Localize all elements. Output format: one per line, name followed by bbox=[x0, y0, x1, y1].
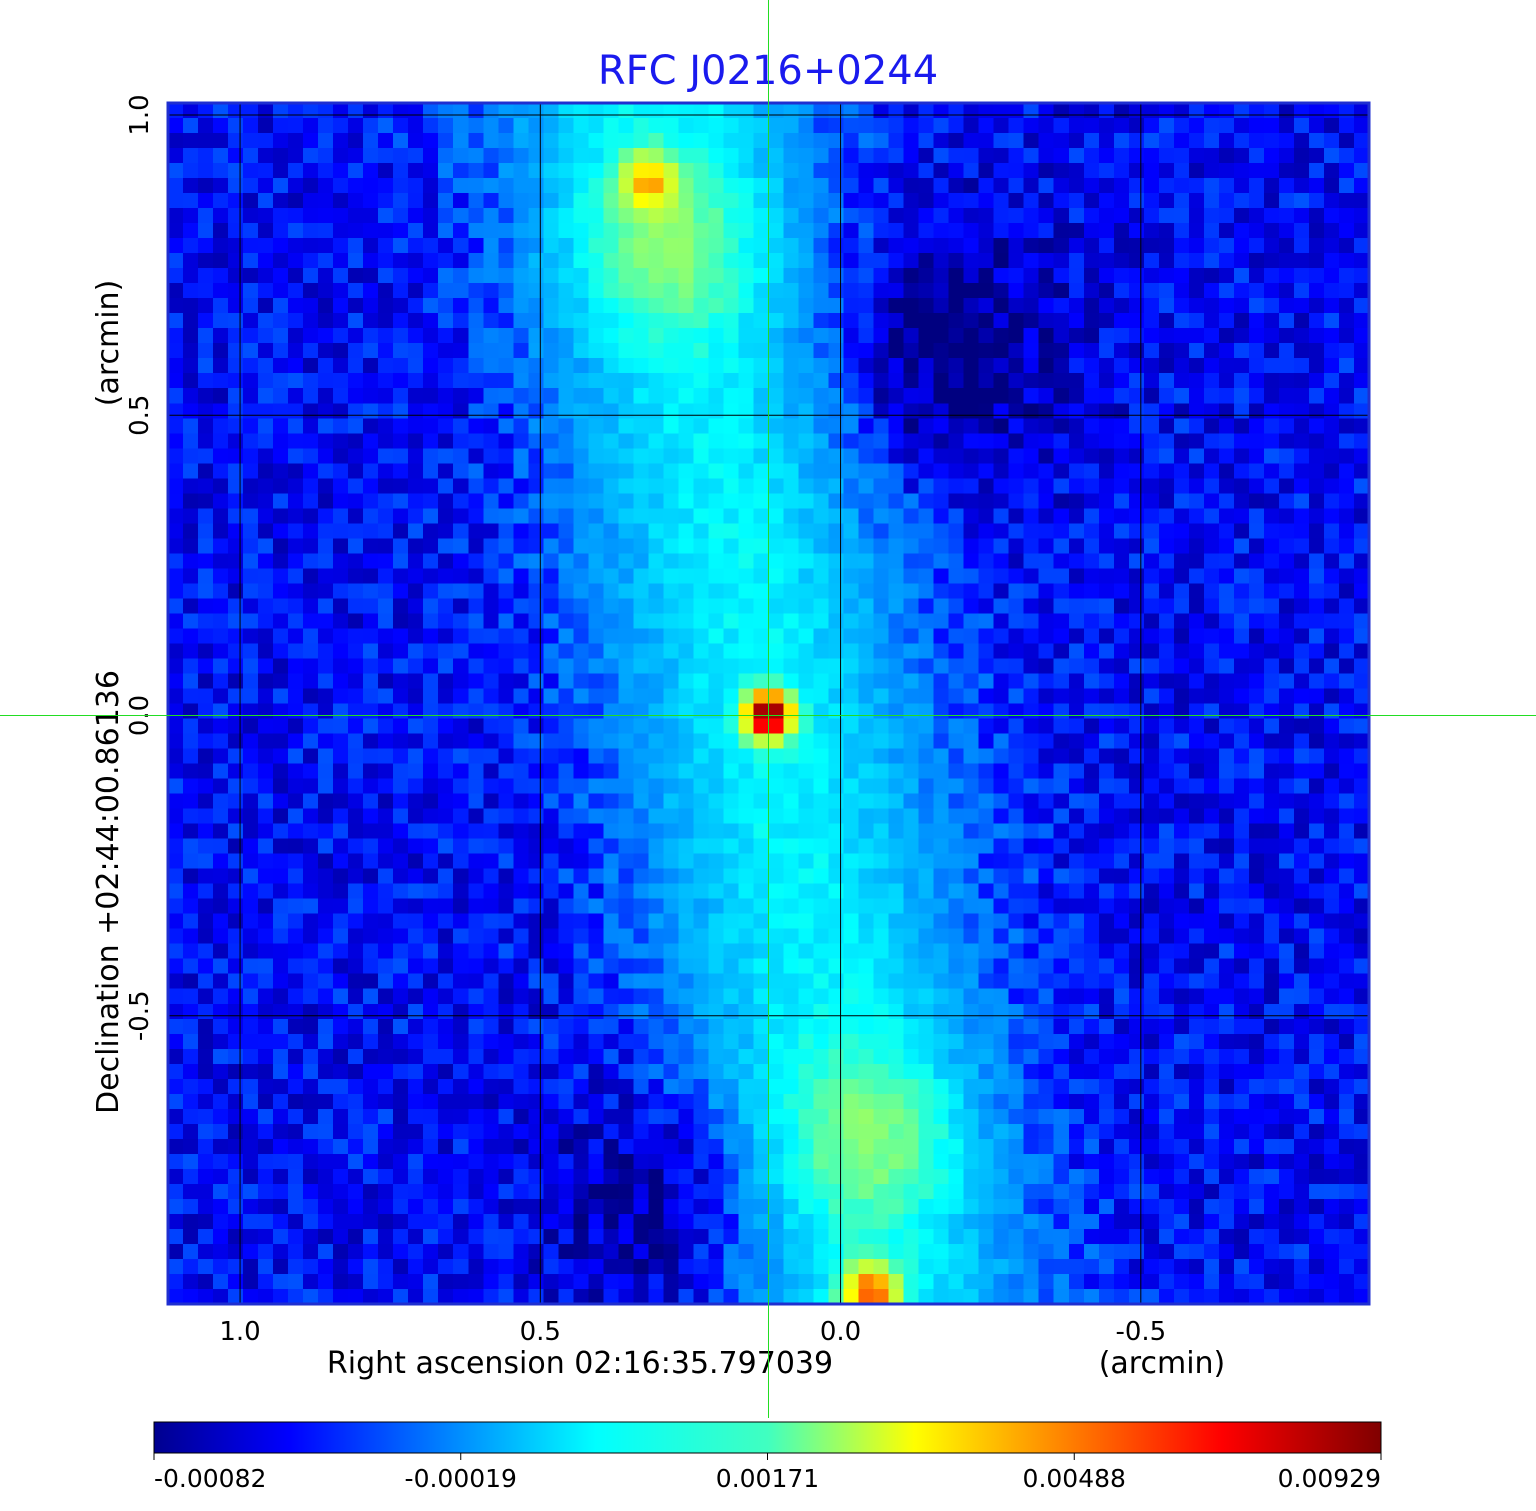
crosshair bbox=[0, 0, 1536, 1418]
y-tick-labels: 1.00.50.0-0.5 bbox=[125, 94, 155, 1041]
colorbar-ticks: -0.00082 -0.00019 0.00171 0.00488 0.00929 bbox=[153, 1453, 1382, 1493]
y-tick-label: -0.5 bbox=[125, 990, 155, 1041]
y-tick-label: 1.0 bbox=[125, 94, 155, 135]
colorbar-tick-label: -0.00019 bbox=[405, 1464, 517, 1493]
y-axis-unit: (arcmin) bbox=[91, 280, 126, 407]
colorbar-tick-label: 0.00929 bbox=[1278, 1464, 1381, 1493]
x-axis-unit: (arcmin) bbox=[1099, 1346, 1226, 1381]
x-tick-label: 0.5 bbox=[520, 1317, 561, 1347]
x-tick-labels: 1.0 0.5 0.0 -0.5 bbox=[219, 1317, 1166, 1347]
colorbar-tick-label: -0.00082 bbox=[154, 1464, 266, 1493]
x-tick-label: 0.0 bbox=[820, 1317, 861, 1347]
y-axis-label: Declination +02:44:00.86136 bbox=[91, 670, 126, 1114]
colorbar-tick-label: 0.00488 bbox=[1023, 1464, 1126, 1493]
x-tick-label: -0.5 bbox=[1115, 1317, 1166, 1347]
x-axis-label: Right ascension 02:16:35.797039 bbox=[327, 1346, 833, 1381]
colorbar-tick-label: 0.00171 bbox=[716, 1464, 819, 1493]
colorbar-gradient bbox=[153, 1421, 1382, 1454]
colorbar: -0.00082 -0.00019 0.00171 0.00488 0.00929 bbox=[153, 1421, 1382, 1493]
x-tick-label: 1.0 bbox=[219, 1317, 260, 1347]
y-tick-label: 0.5 bbox=[125, 395, 155, 436]
